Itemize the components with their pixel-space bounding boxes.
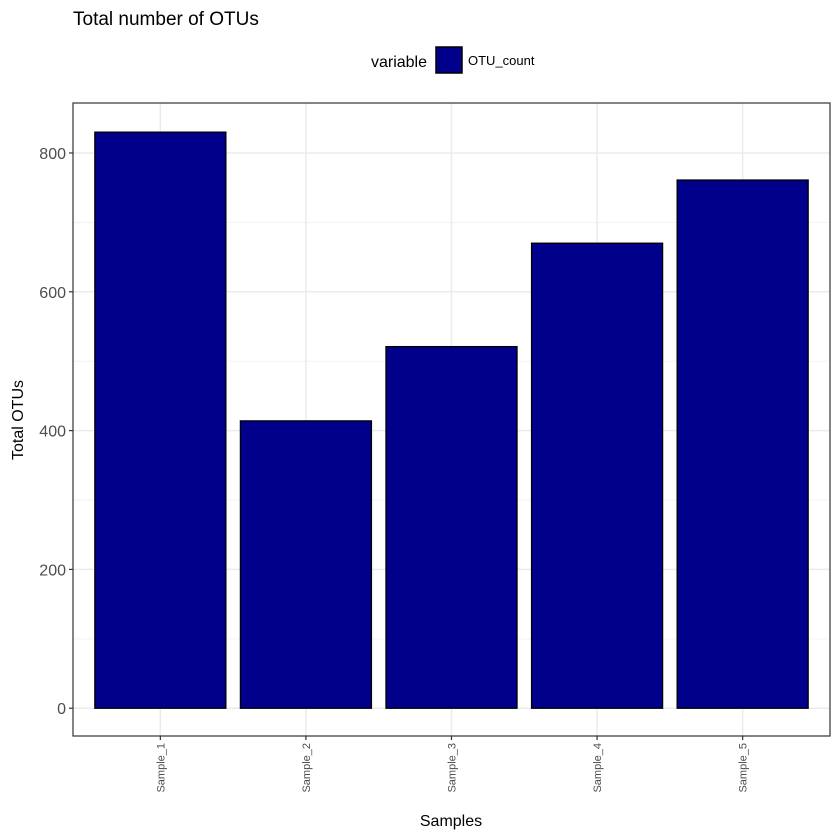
legend-label-otu-count: OTU_count <box>468 53 535 68</box>
legend-title: variable <box>371 54 427 71</box>
bar-sample-4 <box>530 242 664 709</box>
x-tick-label: Sample_2 <box>301 743 313 793</box>
x-tick-label: Sample_5 <box>738 743 750 793</box>
bar-sample-5 <box>676 179 809 709</box>
y-axis-title: Total OTUs <box>10 380 27 460</box>
y-tick-label: 400 <box>39 424 66 441</box>
chart-title: Total number of OTUs <box>73 9 259 30</box>
y-tick-label: 600 <box>39 285 66 302</box>
legend: variable OTU_count <box>371 46 535 74</box>
bar-sample-3 <box>385 345 518 709</box>
y-tick-label: 0 <box>57 701 66 718</box>
bars <box>94 131 809 709</box>
x-axis: Sample_1 Sample_2 Sample_3 Sample_4 Sample_5 <box>155 736 750 793</box>
x-tick-label: Sample_1 <box>155 743 167 793</box>
x-tick-label: Sample_4 <box>592 743 604 793</box>
x-axis-title: Samples <box>420 813 482 830</box>
bar-sample-1 <box>94 131 227 709</box>
y-tick-label: 800 <box>39 146 66 163</box>
y-axis: 0 200 400 600 800 <box>39 146 73 718</box>
y-tick-label: 200 <box>39 562 66 579</box>
legend-key-otu-count <box>435 46 463 74</box>
bar-sample-2 <box>239 420 373 709</box>
x-tick-label: Sample_3 <box>447 743 459 793</box>
